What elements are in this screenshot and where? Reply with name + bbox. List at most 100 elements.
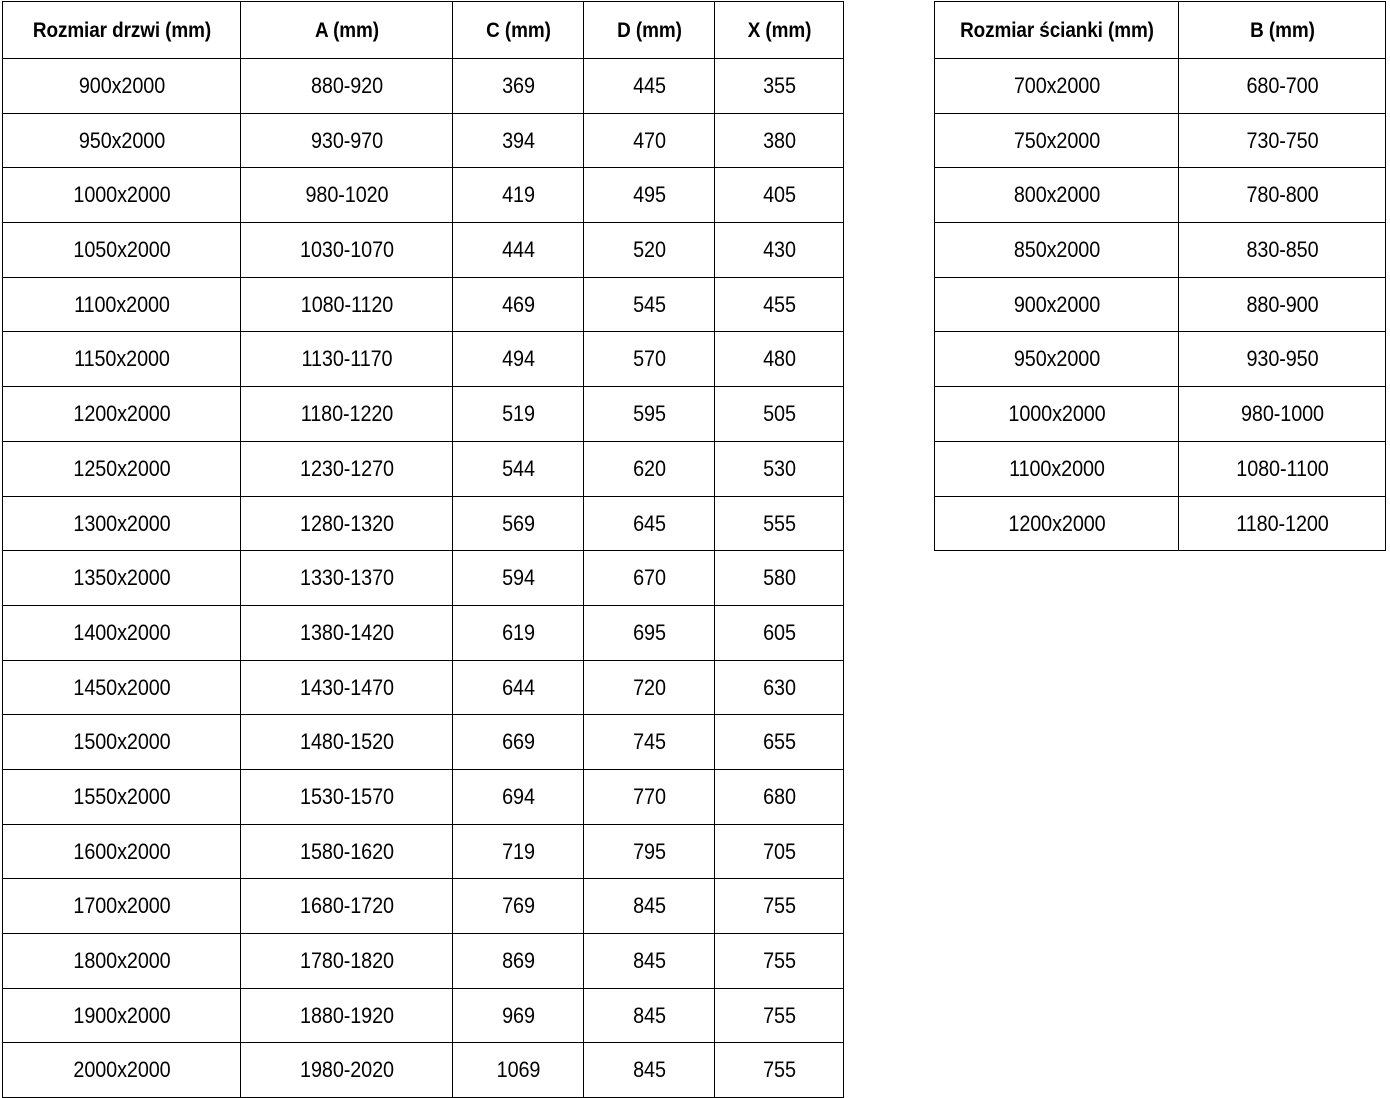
cell-door-size: 1350x2000 <box>16 550 227 606</box>
cell-d: 845 <box>590 878 708 934</box>
cell-wall-size: 1000x2000 <box>948 386 1165 442</box>
cell-wall-size: 850x2000 <box>948 222 1165 278</box>
cell-d: 645 <box>590 495 708 552</box>
cell-a: 1230-1270 <box>252 440 441 497</box>
cell-d: 745 <box>590 714 708 770</box>
cell-door-size: 950x2000 <box>16 112 227 169</box>
cell-door-size: 1900x2000 <box>16 987 227 1044</box>
cell-b: 880-900 <box>1190 276 1374 333</box>
table-row: 1000x2000 980-1020 419 495 405 <box>3 167 844 224</box>
cell-door-size: 1100x2000 <box>16 276 227 333</box>
cell-x: 680 <box>721 768 837 825</box>
cell-x: 655 <box>721 714 837 770</box>
cell-wall-size: 950x2000 <box>948 331 1165 388</box>
cell-x: 580 <box>721 550 837 606</box>
cell-x: 605 <box>721 604 837 661</box>
cell-d: 845 <box>590 1042 708 1098</box>
table-row: 1300x2000 1280-1320 569 645 555 <box>3 495 844 552</box>
cell-door-size: 1050x2000 <box>16 222 227 278</box>
cell-wall-size: 700x2000 <box>948 58 1165 114</box>
cell-c: 1069 <box>459 1042 577 1098</box>
cell-c: 469 <box>459 276 577 333</box>
table-header-row: Rozmiar drzwi (mm) A (mm) C (mm) D (mm) … <box>3 1 844 59</box>
cell-wall-size: 1100x2000 <box>948 440 1165 497</box>
wall-table-body: 700x2000 680-700 750x2000 730-750 800x2000 78… <box>935 58 1386 552</box>
cell-door-size: 1800x2000 <box>16 933 227 989</box>
cell-x: 755 <box>721 987 837 1044</box>
cell-c: 419 <box>459 167 577 224</box>
column-header-d: D (mm) <box>590 1 708 59</box>
cell-c: 544 <box>459 440 577 497</box>
table-row: 1550x2000 1530-1570 694 770 680 <box>3 768 844 825</box>
cell-door-size: 1300x2000 <box>16 495 227 552</box>
cell-d: 595 <box>590 386 708 442</box>
cell-d: 545 <box>590 276 708 333</box>
cell-a: 1280-1320 <box>252 495 441 552</box>
cell-d: 845 <box>590 987 708 1044</box>
cell-door-size: 1700x2000 <box>16 878 227 934</box>
cell-c: 644 <box>459 659 577 716</box>
table-row: 900x2000 880-900 <box>935 276 1386 333</box>
cell-c: 594 <box>459 550 577 606</box>
cell-wall-size: 750x2000 <box>948 112 1165 169</box>
cell-x: 480 <box>721 331 837 388</box>
wall-size-table: Rozmiar ścianki (mm) B (mm) 700x2000 680-… <box>934 1 1386 552</box>
column-header-wall-size: Rozmiar ścianki (mm) <box>948 1 1165 59</box>
cell-d: 770 <box>590 768 708 825</box>
cell-d: 795 <box>590 823 708 880</box>
cell-d: 520 <box>590 222 708 278</box>
cell-c: 369 <box>459 58 577 114</box>
cell-x: 405 <box>721 167 837 224</box>
table-row: 950x2000 930-970 394 470 380 <box>3 112 844 169</box>
cell-x: 755 <box>721 933 837 989</box>
cell-b: 680-700 <box>1190 58 1374 114</box>
table-row: 750x2000 730-750 <box>935 112 1386 169</box>
cell-c: 969 <box>459 987 577 1044</box>
cell-door-size: 900x2000 <box>16 58 227 114</box>
cell-c: 394 <box>459 112 577 169</box>
cell-c: 869 <box>459 933 577 989</box>
cell-x: 555 <box>721 495 837 552</box>
cell-a: 1580-1620 <box>252 823 441 880</box>
table-row: 950x2000 930-950 <box>935 331 1386 388</box>
table-row: 1100x2000 1080-1120 469 545 455 <box>3 276 844 333</box>
cell-door-size: 1600x2000 <box>16 823 227 880</box>
cell-door-size: 2000x2000 <box>16 1042 227 1098</box>
table-row: 1500x2000 1480-1520 669 745 655 <box>3 714 844 770</box>
doors-table-header: Rozmiar drzwi (mm) A (mm) C (mm) D (mm) … <box>3 1 844 59</box>
cell-c: 444 <box>459 222 577 278</box>
table-row: 1200x2000 1180-1220 519 595 505 <box>3 386 844 442</box>
cell-a: 1380-1420 <box>252 604 441 661</box>
cell-door-size: 1250x2000 <box>16 440 227 497</box>
cell-d: 570 <box>590 331 708 388</box>
cell-a: 1130-1170 <box>252 331 441 388</box>
cell-b: 1180-1200 <box>1190 495 1374 552</box>
cell-d: 620 <box>590 440 708 497</box>
cell-wall-size: 800x2000 <box>948 167 1165 224</box>
cell-a: 1980-2020 <box>252 1042 441 1098</box>
cell-c: 669 <box>459 714 577 770</box>
cell-wall-size: 900x2000 <box>948 276 1165 333</box>
table-row: 800x2000 780-800 <box>935 167 1386 224</box>
cell-a: 930-970 <box>252 112 441 169</box>
cell-a: 1030-1070 <box>252 222 441 278</box>
cell-d: 495 <box>590 167 708 224</box>
cell-b: 930-950 <box>1190 331 1374 388</box>
cell-door-size: 1500x2000 <box>16 714 227 770</box>
cell-x: 630 <box>721 659 837 716</box>
cell-x: 530 <box>721 440 837 497</box>
table-row: 1350x2000 1330-1370 594 670 580 <box>3 550 844 606</box>
column-header-b: B (mm) <box>1190 1 1374 59</box>
table-row: 1000x2000 980-1000 <box>935 386 1386 442</box>
table-row: 1050x2000 1030-1070 444 520 430 <box>3 222 844 278</box>
cell-a: 1530-1570 <box>252 768 441 825</box>
column-header-x: X (mm) <box>721 1 837 59</box>
column-header-door-size: Rozmiar drzwi (mm) <box>16 1 227 59</box>
cell-door-size: 1200x2000 <box>16 386 227 442</box>
doors-size-table: Rozmiar drzwi (mm) A (mm) C (mm) D (mm) … <box>2 1 844 1098</box>
cell-door-size: 1550x2000 <box>16 768 227 825</box>
cell-b: 830-850 <box>1190 222 1374 278</box>
cell-d: 695 <box>590 604 708 661</box>
cell-a: 1680-1720 <box>252 878 441 934</box>
